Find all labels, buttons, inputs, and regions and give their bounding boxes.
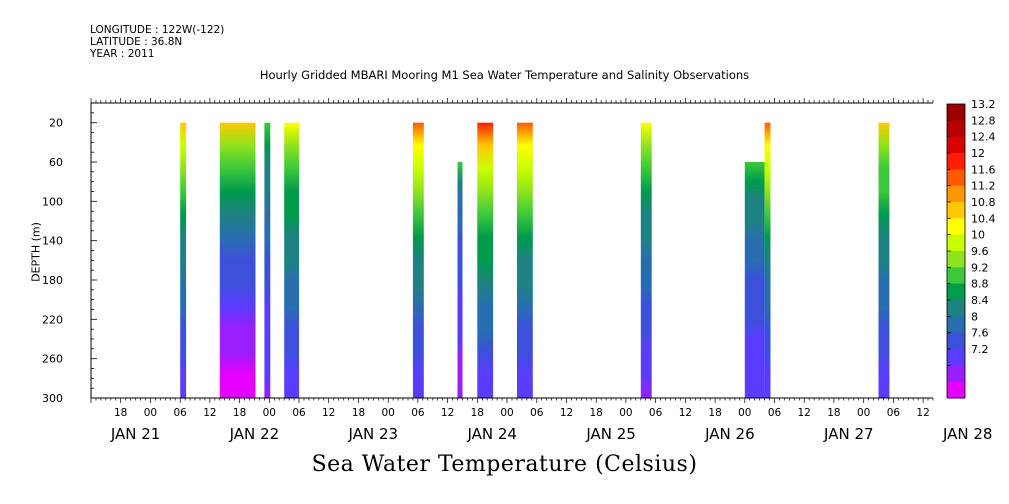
temperature-stripe bbox=[457, 162, 463, 398]
x-tick-label: 00 bbox=[382, 407, 395, 419]
y-tick-label: 140 bbox=[42, 235, 63, 248]
y-tick-label: 260 bbox=[42, 353, 63, 366]
x-date-label: JAN 28 bbox=[942, 425, 993, 443]
temperature-stripe bbox=[219, 122, 256, 398]
colorbar-cell bbox=[947, 234, 965, 252]
x-date-label: JAN 25 bbox=[585, 425, 636, 443]
x-date-label: JAN 22 bbox=[229, 425, 280, 443]
colorbar-cell bbox=[947, 283, 965, 301]
colorbar-label: 8 bbox=[971, 310, 978, 323]
colorbar-cell bbox=[947, 120, 965, 138]
colorbar-label: 7.2 bbox=[971, 343, 989, 356]
colorbar-cell bbox=[947, 104, 965, 121]
temperature-stripe bbox=[412, 122, 424, 398]
x-tick-label: 12 bbox=[322, 407, 335, 419]
y-tick-label: 100 bbox=[42, 195, 63, 208]
x-tick-label: 06 bbox=[292, 407, 306, 419]
temperature-stripe bbox=[640, 122, 652, 398]
colorbar-cell bbox=[947, 202, 965, 219]
colorbar-cell bbox=[947, 185, 965, 203]
x-tick-label: 18 bbox=[827, 407, 840, 419]
colorbar-cell bbox=[947, 365, 965, 383]
colorbar-cell bbox=[947, 267, 965, 285]
x-date-label: JAN 24 bbox=[466, 425, 517, 443]
colorbar-cell bbox=[947, 349, 965, 366]
x-tick-label: 06 bbox=[174, 407, 188, 419]
colorbar-label: 12.4 bbox=[971, 131, 996, 144]
header-latitude: LATITUDE : 36.8N bbox=[90, 36, 183, 48]
x-tick-label: 00 bbox=[619, 407, 632, 419]
x-tick-label: 18 bbox=[114, 407, 127, 419]
temperature-stripe bbox=[180, 122, 187, 398]
colorbar-cell bbox=[947, 153, 965, 170]
x-tick-label: 18 bbox=[708, 407, 721, 419]
temperature-stripe bbox=[264, 122, 271, 398]
bottom-title: Sea Water Temperature (Celsius) bbox=[311, 452, 698, 477]
x-tick-label: 12 bbox=[560, 407, 573, 419]
header-longitude: LONGITUDE : 122W(-122) bbox=[90, 24, 225, 36]
colorbar-cell bbox=[947, 218, 965, 236]
y-tick-label: 220 bbox=[42, 313, 63, 326]
x-date-label: JAN 23 bbox=[348, 425, 399, 443]
temperature-stripe bbox=[477, 122, 494, 398]
plot-area bbox=[180, 122, 890, 398]
x-tick-label: 12 bbox=[203, 407, 216, 419]
x-tick-label: 00 bbox=[738, 407, 751, 419]
x-tick-label: 18 bbox=[233, 407, 246, 419]
colorbar-label: 11.6 bbox=[971, 163, 996, 176]
y-tick-label: 20 bbox=[49, 117, 63, 130]
colorbar-cell bbox=[947, 251, 965, 268]
x-tick-label: 12 bbox=[441, 407, 454, 419]
x-tick-label: 06 bbox=[411, 407, 425, 419]
x-tick-label: 00 bbox=[500, 407, 513, 419]
colorbar-label: 8.8 bbox=[971, 278, 989, 291]
colorbar-label: 13.2 bbox=[971, 98, 996, 111]
colorbar-label: 10.4 bbox=[971, 212, 996, 225]
y-tick-label: 60 bbox=[49, 156, 63, 169]
x-tick-label: 06 bbox=[887, 407, 901, 419]
temperature-stripe bbox=[878, 122, 890, 398]
x-tick-label: 12 bbox=[798, 407, 811, 419]
x-date-label: JAN 26 bbox=[704, 425, 755, 443]
temperature-stripe bbox=[744, 162, 765, 398]
x-tick-label: 12 bbox=[679, 407, 692, 419]
colorbar-label: 12.8 bbox=[971, 114, 996, 127]
colorbar-label: 10 bbox=[971, 229, 985, 242]
x-date-label: JAN 21 bbox=[110, 425, 161, 443]
x-tick-label: 06 bbox=[768, 407, 782, 419]
y-tick-label: 180 bbox=[42, 274, 63, 287]
x-tick-label: 06 bbox=[530, 407, 544, 419]
temperature-stripe bbox=[284, 122, 300, 398]
colorbar-cell bbox=[947, 169, 965, 187]
temperature-stripe bbox=[517, 122, 533, 398]
colorbar-label: 9.2 bbox=[971, 261, 989, 274]
x-tick-label: 00 bbox=[263, 407, 276, 419]
header-year: YEAR : 2011 bbox=[90, 48, 155, 60]
x-tick-label: 18 bbox=[590, 407, 603, 419]
y-tick-label: 300 bbox=[42, 392, 63, 405]
x-date-label: JAN 27 bbox=[823, 425, 874, 443]
colorbar-cell bbox=[947, 136, 965, 154]
colorbar-label: 7.6 bbox=[971, 327, 989, 340]
colorbar-label: 12 bbox=[971, 147, 985, 160]
colorbar-label: 8.4 bbox=[971, 294, 989, 307]
colorbar-cell bbox=[947, 381, 965, 399]
colorbar-label: 11.2 bbox=[971, 180, 996, 193]
axes: 18 00 06 12 18 00 06 12 18 00 06 12 18 00 06 12 18 00 06 12… bbox=[42, 98, 992, 443]
chart-title: Hourly Gridded MBARI Mooring M1 Sea Wate… bbox=[259, 68, 750, 82]
x-tick-label: 00 bbox=[857, 407, 870, 419]
colorbar-label: 10.8 bbox=[971, 196, 996, 209]
temperature-stripe bbox=[764, 122, 771, 398]
colorbar-label: 9.6 bbox=[971, 245, 989, 258]
colorbar-cell bbox=[947, 332, 965, 350]
x-tick-label: 18 bbox=[352, 407, 365, 419]
colorbar-cell bbox=[947, 300, 965, 317]
x-tick-label: 00 bbox=[144, 407, 157, 419]
colorbar: 13.2 12.8 12.4 12 11.6 11.2 10.8 10.4 10 9.6 9.2 8.… bbox=[946, 98, 996, 399]
colorbar-cell bbox=[947, 316, 965, 334]
x-tick-label: 12 bbox=[916, 407, 929, 419]
x-tick-label: 06 bbox=[649, 407, 663, 419]
x-tick-label: 18 bbox=[471, 407, 484, 419]
